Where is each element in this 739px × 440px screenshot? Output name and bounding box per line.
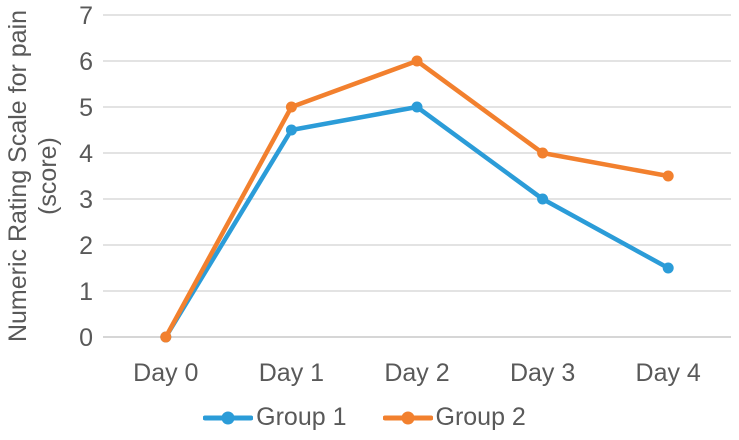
legend: Group 1 Group 2 bbox=[0, 403, 729, 432]
x-axis-label: Day 2 bbox=[384, 359, 449, 387]
x-axis-label: Day 0 bbox=[133, 359, 198, 387]
y-tick-label: 4 bbox=[79, 140, 93, 168]
y-tick-label: 0 bbox=[79, 324, 93, 352]
legend-label-group-1: Group 1 bbox=[256, 403, 347, 431]
y-tick-label: 1 bbox=[79, 278, 93, 306]
data-point-group-1 bbox=[411, 101, 423, 113]
data-point-group-1 bbox=[285, 124, 297, 136]
legend-marker-group-1 bbox=[203, 411, 254, 424]
data-point-group-2 bbox=[537, 147, 549, 159]
data-point-group-2 bbox=[411, 55, 423, 67]
y-tick-label: 5 bbox=[79, 94, 93, 122]
legend-item-group-1: Group 1 bbox=[203, 403, 347, 432]
x-axis-label: Day 1 bbox=[259, 359, 324, 387]
data-point-group-2 bbox=[285, 101, 297, 113]
y-tick-label: 7 bbox=[79, 2, 93, 30]
data-point-group-2 bbox=[662, 170, 674, 182]
data-point-group-1 bbox=[537, 193, 549, 205]
data-point-group-2 bbox=[160, 331, 172, 343]
legend-marker-group-2 bbox=[382, 411, 433, 424]
y-tick-label: 2 bbox=[79, 232, 93, 260]
x-axis-label: Day 4 bbox=[636, 359, 701, 387]
x-axis-label: Day 3 bbox=[510, 359, 575, 387]
legend-item-group-2: Group 2 bbox=[382, 403, 526, 432]
legend-label-group-2: Group 2 bbox=[435, 403, 526, 431]
y-tick-label: 6 bbox=[79, 48, 93, 76]
y-tick-label: 3 bbox=[79, 186, 93, 214]
data-point-group-1 bbox=[662, 262, 674, 274]
series-line-group-1 bbox=[163, 104, 671, 340]
